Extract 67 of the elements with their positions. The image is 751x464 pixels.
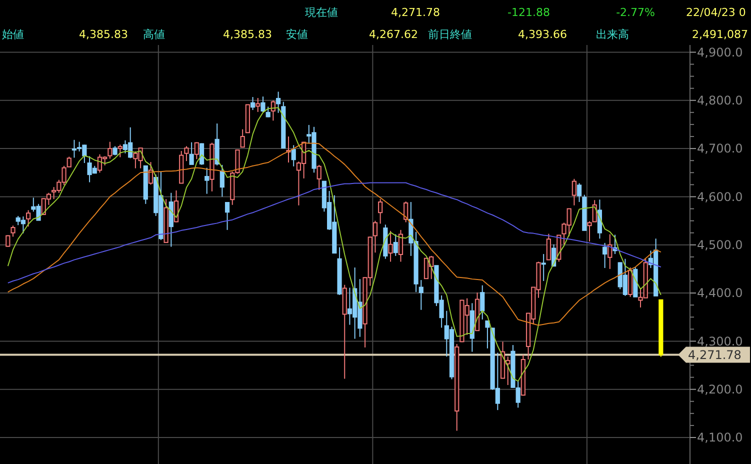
candlestick — [480, 284, 485, 320]
candlestick — [260, 96, 266, 113]
ref-line-label: 4,271.78 — [688, 348, 742, 362]
candlestick — [26, 210, 31, 228]
text: -2.77% — [616, 6, 655, 19]
y-tick-label: 4,200.0 — [697, 382, 743, 397]
candlestick — [6, 234, 10, 248]
text: 前日終値 — [428, 28, 472, 41]
text: -121.88 — [508, 6, 550, 19]
line-series — [7, 142, 662, 326]
candlestick — [576, 182, 582, 203]
candlestick — [393, 234, 398, 256]
candlestick — [184, 146, 189, 162]
candlestick — [418, 280, 424, 310]
candlestick — [541, 254, 546, 282]
candlestick — [112, 146, 118, 156]
candlestick — [608, 234, 612, 270]
candlestick — [316, 164, 322, 190]
candlestick — [404, 201, 408, 223]
candlestick — [266, 106, 270, 118]
y-tick-label: 4,500.0 — [697, 238, 743, 252]
y-tick-label: 4,900.0 — [697, 45, 743, 60]
candlestick — [220, 164, 224, 198]
candlestick — [250, 96, 256, 111]
candlestick — [199, 142, 204, 166]
candlestick — [398, 229, 404, 262]
candlestick — [148, 162, 154, 186]
candlestick — [224, 202, 230, 230]
candlestick — [194, 142, 199, 160]
candlestick — [597, 199, 602, 240]
text: 4,393.66 — [518, 28, 567, 41]
y-tick-label: 4,400.0 — [697, 286, 743, 300]
text: 安値 — [286, 28, 308, 41]
text: 4,385.83 — [223, 28, 272, 41]
candlestick — [572, 178, 576, 206]
candlestick — [485, 320, 490, 349]
candlestick — [118, 144, 122, 158]
candlestick — [291, 144, 296, 167]
text: 出来高 — [596, 28, 629, 41]
text: 2,491,087 — [692, 28, 748, 41]
candlestick — [204, 167, 210, 194]
y-tick-label: 4,600.0 — [697, 190, 743, 204]
y-tick-label: 4,100.0 — [697, 430, 743, 445]
y-tick-label: 4,700.0 — [697, 142, 743, 156]
text: 始値 — [2, 28, 24, 41]
candlestick — [378, 198, 383, 224]
candlestick — [276, 91, 281, 114]
candlestick — [174, 190, 179, 223]
candlestick — [388, 230, 393, 262]
candlestick — [240, 128, 245, 148]
y-tick-label: 4,300.0 — [697, 334, 743, 348]
candlestick — [189, 142, 194, 165]
text: 22/04/23 0 — [686, 6, 746, 19]
text: 4,385.83 — [79, 28, 128, 41]
candlestick — [546, 233, 551, 260]
candlestick — [10, 225, 16, 238]
text: 現在値 — [305, 6, 338, 19]
text: 4,267.62 — [369, 28, 418, 41]
text: 高値 — [143, 28, 165, 41]
candlestick — [66, 156, 72, 168]
text: 4,271.78 — [391, 6, 440, 19]
candlestick — [602, 242, 608, 268]
candlestick — [108, 141, 112, 160]
y-tick-label: 4,800.0 — [697, 94, 743, 108]
line-series — [7, 182, 662, 284]
candlestick — [372, 220, 378, 254]
candlestick — [256, 97, 260, 112]
